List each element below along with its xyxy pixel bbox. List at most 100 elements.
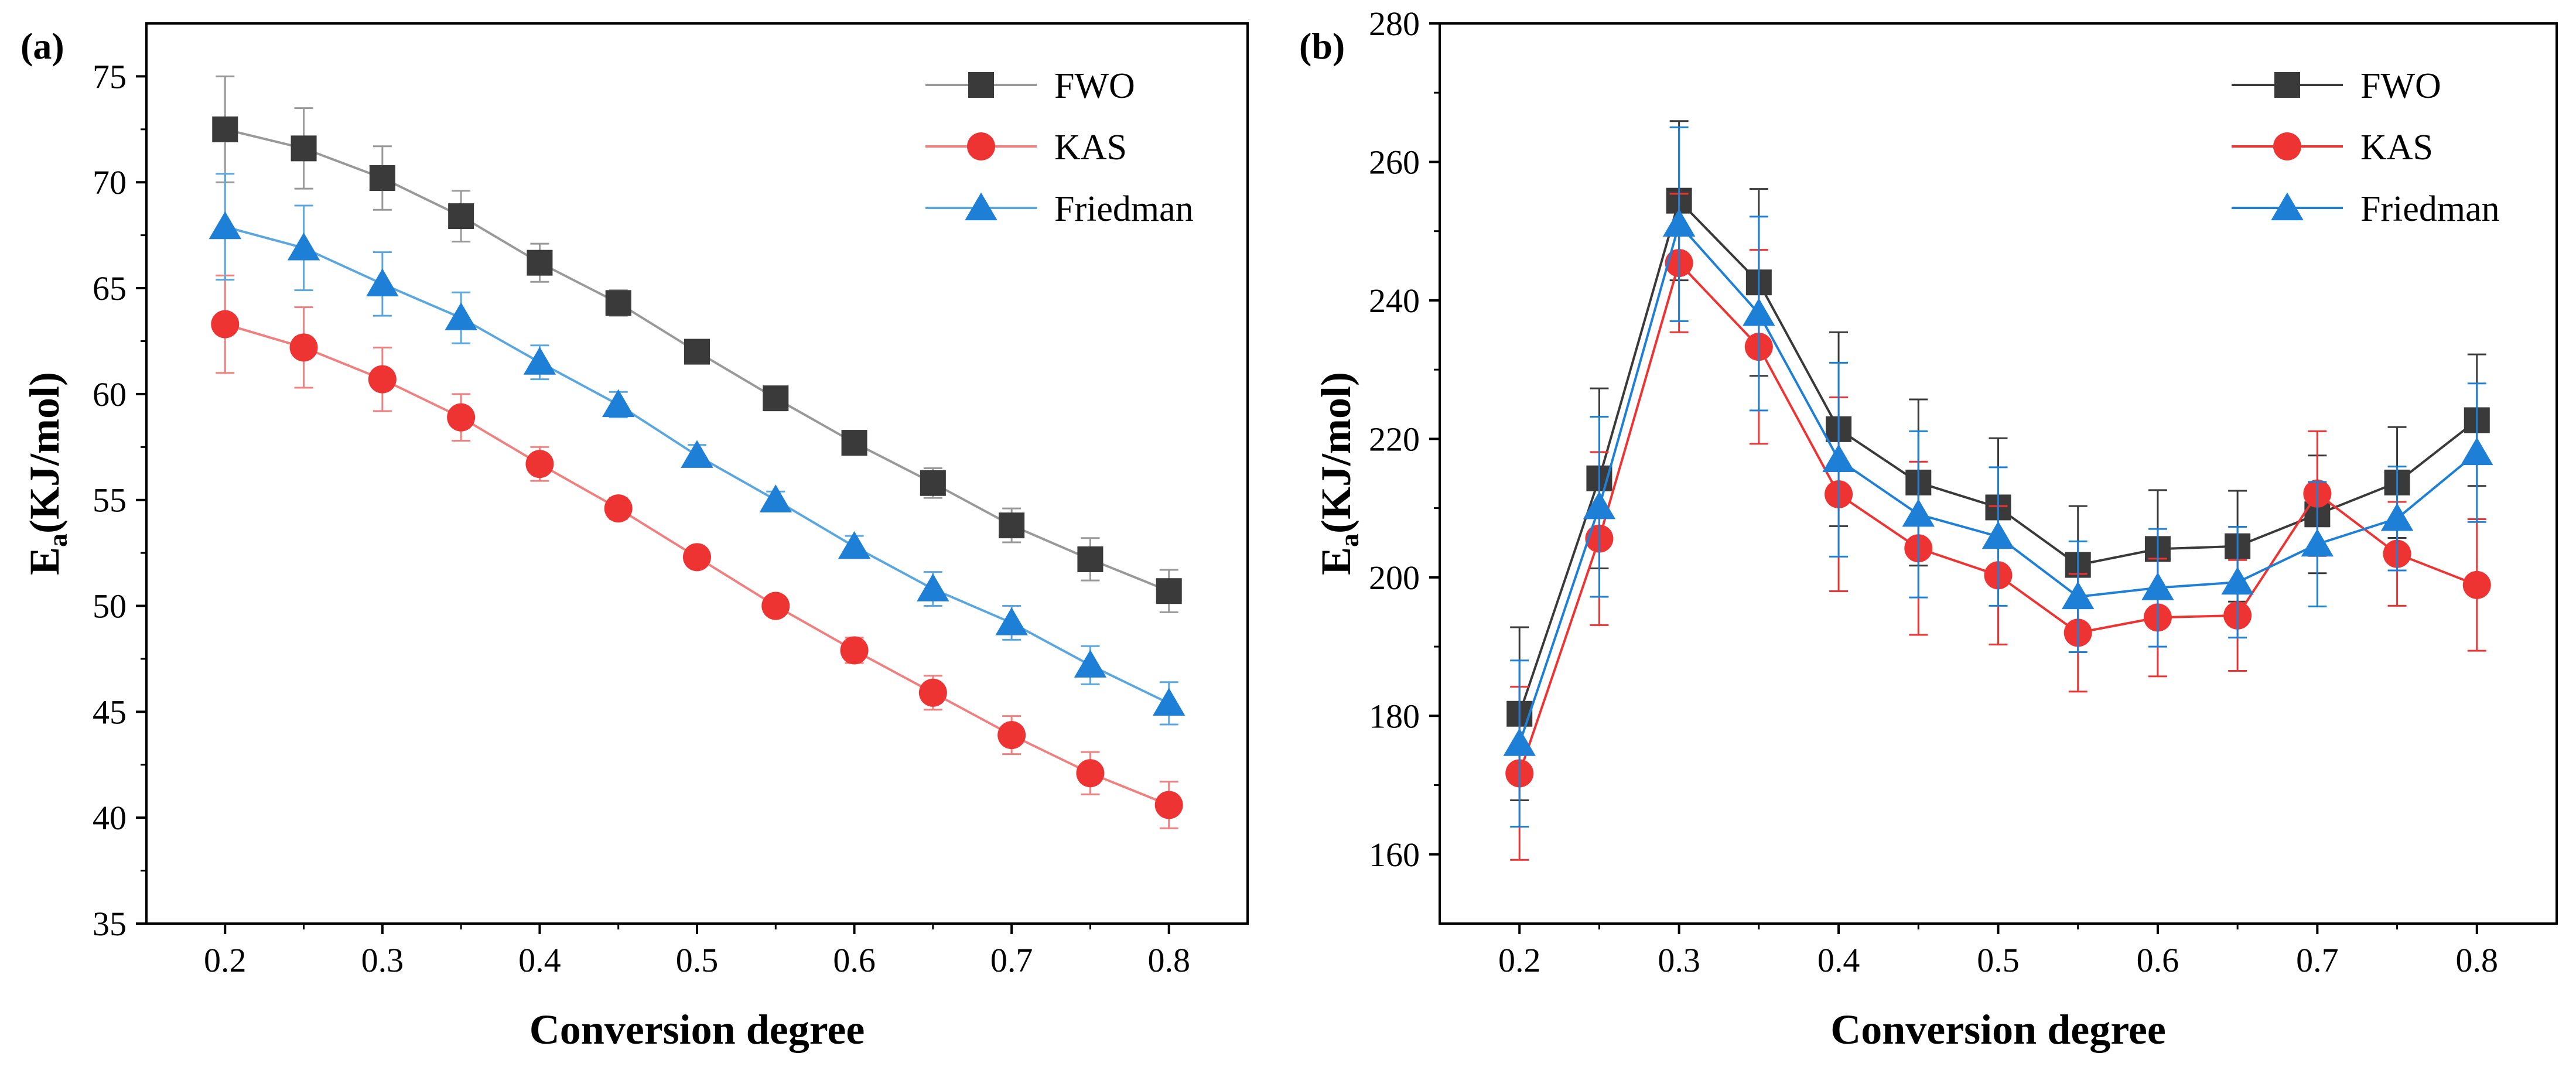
y-axis-title-unit: (KJ/mol) <box>21 372 68 534</box>
legend-label: KAS <box>2360 128 2433 167</box>
y-tick-label: 280 <box>1369 5 1420 43</box>
data-point <box>838 531 871 559</box>
legend-marker <box>968 72 994 98</box>
data-point <box>1662 208 1696 237</box>
data-point <box>1503 728 1536 756</box>
x-tick-label: 0.3 <box>1658 941 1700 979</box>
y-tick-label: 65 <box>93 269 127 307</box>
data-point <box>759 484 792 512</box>
x-tick-label: 0.7 <box>990 941 1033 979</box>
x-tick-label: 0.8 <box>1147 941 1190 979</box>
data-point <box>289 333 318 362</box>
x-tick-label: 0.7 <box>2296 941 2339 979</box>
data-point <box>447 403 476 432</box>
y-tick-label: 200 <box>1369 559 1420 597</box>
data-point <box>287 232 320 261</box>
legend-label: FWO <box>1054 66 1135 106</box>
data-point <box>1822 444 1855 472</box>
data-point <box>999 512 1025 539</box>
y-axis-title-main: E <box>21 547 68 575</box>
data-point <box>1077 546 1103 572</box>
legend-label: Friedman <box>1054 189 1194 229</box>
y-tick-label: 60 <box>93 375 127 413</box>
panel-2: (b) 0.2 0.3 0.4 0.5 0.6 0.7 0.8 160 180 200 220 240 2… <box>1299 5 2558 1053</box>
y-tick-label: 40 <box>93 799 127 837</box>
legend-marker <box>2271 192 2304 221</box>
series-friedman <box>1503 126 2493 828</box>
data-point <box>2461 437 2493 466</box>
x-tick-label: 0.8 <box>2456 941 2499 979</box>
y-tick-label: 45 <box>93 693 127 731</box>
data-point <box>523 347 556 375</box>
data-point <box>2061 581 2095 610</box>
data-point <box>604 494 633 523</box>
data-point <box>212 116 238 142</box>
y-tick-label: 35 <box>93 905 127 943</box>
data-point <box>1583 491 1616 519</box>
x-tick-label: 0.5 <box>676 941 719 979</box>
x-tick-label: 0.6 <box>833 941 876 979</box>
data-point <box>1152 688 1185 716</box>
y-axis-title: Ea(KJ/mol) <box>21 372 73 575</box>
data-point <box>2141 572 2174 600</box>
data-point <box>605 290 631 316</box>
x-tick-label: 0.4 <box>1817 941 1860 979</box>
data-point <box>2221 566 2254 595</box>
y-tick-label: 160 <box>1369 836 1420 874</box>
x-tick-label: 0.2 <box>1498 941 1541 979</box>
data-point <box>525 450 554 478</box>
data-point <box>684 339 710 365</box>
y-tick-label: 55 <box>93 481 127 519</box>
series-fwo <box>212 75 1182 613</box>
series-fwo <box>1506 120 2490 802</box>
legend-label: FWO <box>2360 66 2441 106</box>
data-point <box>527 249 553 276</box>
y-axis-title-sub: a <box>1334 534 1364 547</box>
data-point <box>1156 578 1182 604</box>
legend: FWO KAS Friedman <box>2232 66 2500 229</box>
legend-marker <box>2273 132 2301 160</box>
data-point <box>602 389 635 418</box>
panel-label-2: (b) <box>1299 25 1345 67</box>
y-axis-title: Ea(KJ/mol) <box>1313 372 1364 575</box>
data-point <box>368 365 397 394</box>
x-tick-label: 0.2 <box>204 941 247 979</box>
x-axis-title: Conversion degree <box>529 1006 865 1053</box>
data-point <box>2380 502 2414 531</box>
legend-marker <box>965 192 997 221</box>
legend-marker <box>967 132 995 160</box>
y-tick-label: 220 <box>1369 420 1420 458</box>
data-point <box>366 268 399 296</box>
x-tick-label: 0.5 <box>1977 941 2020 979</box>
y-tick-label: 180 <box>1369 697 1420 735</box>
data-point <box>761 592 790 620</box>
y-tick-label: 260 <box>1369 143 1420 181</box>
data-point <box>445 302 477 330</box>
data-point <box>1743 298 1775 326</box>
data-point <box>291 135 317 162</box>
y-tick-label: 75 <box>93 57 127 95</box>
y-tick-label: 240 <box>1369 282 1420 320</box>
data-point <box>1981 521 2015 549</box>
data-point <box>763 385 789 412</box>
panel-label-1: (a) <box>21 25 64 67</box>
data-point <box>1902 498 1935 527</box>
data-point <box>841 430 867 456</box>
data-point <box>1074 649 1107 678</box>
data-point <box>997 721 1026 750</box>
series-kas <box>211 274 1183 829</box>
legend-label: Friedman <box>2360 189 2500 229</box>
x-tick-label: 0.3 <box>361 941 404 979</box>
data-point <box>2301 528 2334 557</box>
data-point <box>681 440 713 468</box>
y-axis-title-sub: a <box>43 534 73 547</box>
legend-marker <box>2274 72 2300 98</box>
data-point <box>2462 570 2491 599</box>
y-axis-title-unit: (KJ/mol) <box>1313 372 1359 534</box>
legend-label: KAS <box>1054 128 1127 167</box>
data-point <box>211 310 240 339</box>
x-tick-label: 0.6 <box>2137 941 2179 979</box>
y-tick-label: 50 <box>93 587 127 625</box>
panel-1: (a) 0.2 0.3 0.4 0.5 0.6 0.7 0.8 35 40 45 50 55 60 65 70… <box>21 22 1249 1053</box>
